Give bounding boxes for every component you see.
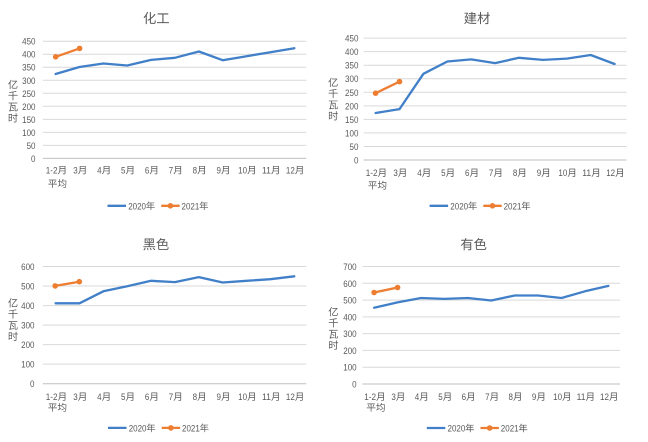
svg-text:2021: 2021 xyxy=(501,424,519,434)
svg-text:7: 7 xyxy=(485,392,489,403)
svg-text:250: 250 xyxy=(22,89,35,100)
svg-text:500: 500 xyxy=(21,282,34,293)
svg-text:9: 9 xyxy=(537,168,541,179)
svg-text:1-2: 1-2 xyxy=(364,392,376,403)
svg-text:200: 200 xyxy=(343,346,356,357)
svg-text:50: 50 xyxy=(27,141,36,152)
svg-text:100: 100 xyxy=(345,128,358,139)
svg-text:4: 4 xyxy=(417,168,422,179)
svg-text:2020: 2020 xyxy=(450,201,468,211)
svg-text:100: 100 xyxy=(22,128,35,139)
svg-text:400: 400 xyxy=(22,50,35,61)
svg-text:1-2: 1-2 xyxy=(46,166,58,177)
svg-text:12: 12 xyxy=(286,392,295,403)
svg-text:3: 3 xyxy=(391,392,395,403)
svg-text:11: 11 xyxy=(262,166,271,177)
svg-text:10: 10 xyxy=(558,168,567,179)
svg-text:8: 8 xyxy=(193,392,197,403)
svg-text:1-2: 1-2 xyxy=(46,392,58,403)
svg-text:7: 7 xyxy=(169,166,173,177)
svg-text:9: 9 xyxy=(217,166,221,177)
svg-text:0: 0 xyxy=(31,154,35,165)
svg-text:5: 5 xyxy=(438,392,442,403)
svg-text:50: 50 xyxy=(350,142,359,153)
svg-text:6: 6 xyxy=(462,392,466,403)
svg-text:500: 500 xyxy=(343,296,356,307)
svg-text:450: 450 xyxy=(22,37,35,48)
svg-text:0: 0 xyxy=(354,156,358,167)
svg-text:200: 200 xyxy=(345,101,358,112)
svg-text:300: 300 xyxy=(22,76,35,87)
svg-text:5: 5 xyxy=(441,168,445,179)
svg-text:8: 8 xyxy=(509,392,513,403)
svg-text:2021: 2021 xyxy=(504,201,522,211)
svg-text:4: 4 xyxy=(415,392,420,403)
svg-text:0: 0 xyxy=(352,380,356,391)
svg-text:400: 400 xyxy=(21,301,34,312)
svg-text:2021: 2021 xyxy=(182,201,200,211)
svg-text:4: 4 xyxy=(97,392,102,403)
svg-text:3: 3 xyxy=(73,392,77,403)
svg-text:11: 11 xyxy=(262,392,271,403)
svg-text:2020: 2020 xyxy=(129,423,147,433)
svg-text:300: 300 xyxy=(345,74,358,85)
svg-text:8: 8 xyxy=(193,166,197,177)
svg-text:200: 200 xyxy=(21,340,34,351)
svg-text:450: 450 xyxy=(345,34,358,45)
svg-text:700: 700 xyxy=(343,262,356,273)
svg-text:150: 150 xyxy=(345,115,358,126)
svg-text:2020: 2020 xyxy=(448,424,466,434)
svg-text:12: 12 xyxy=(600,392,609,403)
svg-text:250: 250 xyxy=(345,88,358,99)
svg-text:10: 10 xyxy=(238,166,247,177)
svg-text:11: 11 xyxy=(582,168,591,179)
svg-text:5: 5 xyxy=(121,392,125,403)
svg-text:6: 6 xyxy=(465,168,469,179)
svg-text:9: 9 xyxy=(217,392,221,403)
svg-text:300: 300 xyxy=(21,321,34,332)
svg-text:3: 3 xyxy=(393,168,397,179)
svg-text:350: 350 xyxy=(22,63,35,74)
svg-text:7: 7 xyxy=(489,168,493,179)
svg-text:6: 6 xyxy=(145,392,149,403)
svg-text:1-2: 1-2 xyxy=(366,168,378,179)
svg-text:8: 8 xyxy=(513,168,517,179)
svg-text:600: 600 xyxy=(21,262,34,273)
svg-text:2021: 2021 xyxy=(182,423,200,433)
svg-text:600: 600 xyxy=(343,279,356,290)
svg-text:12: 12 xyxy=(606,168,615,179)
svg-text:10: 10 xyxy=(238,392,247,403)
svg-text:0: 0 xyxy=(30,379,34,390)
svg-text:4: 4 xyxy=(97,166,102,177)
svg-text:7: 7 xyxy=(169,392,173,403)
svg-text:11: 11 xyxy=(577,392,586,403)
svg-text:3: 3 xyxy=(73,166,77,177)
svg-text:5: 5 xyxy=(121,166,125,177)
svg-text:100: 100 xyxy=(21,360,34,371)
svg-text:2020: 2020 xyxy=(128,201,146,211)
svg-text:10: 10 xyxy=(553,392,562,403)
svg-text:350: 350 xyxy=(345,61,358,72)
svg-text:9: 9 xyxy=(532,392,536,403)
svg-text:400: 400 xyxy=(345,47,358,58)
svg-text:200: 200 xyxy=(22,102,35,113)
svg-text:150: 150 xyxy=(22,115,35,126)
svg-text:6: 6 xyxy=(145,166,149,177)
svg-text:400: 400 xyxy=(343,312,356,323)
svg-text:12: 12 xyxy=(286,166,295,177)
svg-text:300: 300 xyxy=(343,329,356,340)
svg-text:100: 100 xyxy=(343,363,356,374)
